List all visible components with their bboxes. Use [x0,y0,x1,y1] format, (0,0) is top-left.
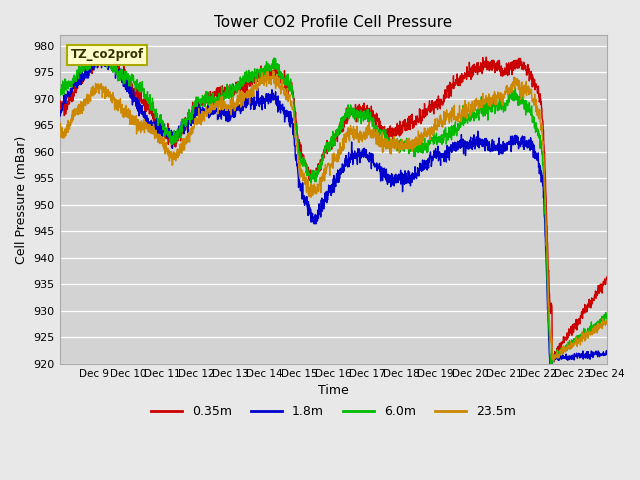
Legend: 0.35m, 1.8m, 6.0m, 23.5m: 0.35m, 1.8m, 6.0m, 23.5m [146,400,521,423]
X-axis label: Time: Time [318,384,349,397]
Y-axis label: Cell Pressure (mBar): Cell Pressure (mBar) [15,135,28,264]
Text: TZ_co2prof: TZ_co2prof [70,48,144,61]
Title: Tower CO2 Profile Cell Pressure: Tower CO2 Profile Cell Pressure [214,15,452,30]
